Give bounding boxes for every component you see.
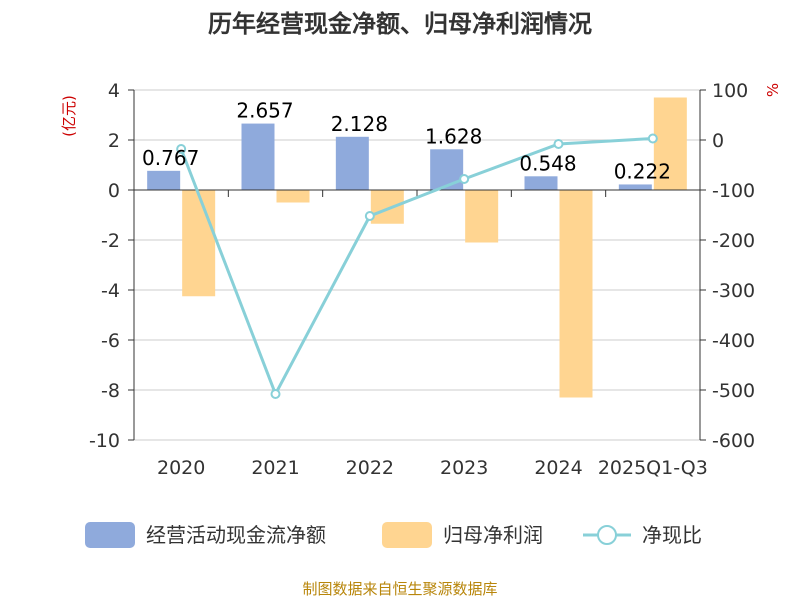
right-tick-label: -100: [712, 180, 755, 202]
ratio-line: [176, 133, 658, 399]
tick-labels: 4 2 0 -2 -4 -6 -8 -10 100 0 -100 -200 -300 -400 -500 -6…: [89, 80, 755, 479]
ratio-point: [270, 389, 281, 399]
bar-netprofit: [276, 190, 310, 203]
right-tick-label: -500: [712, 380, 755, 402]
grid: [134, 89, 700, 441]
category-label: 2025Q1-Q3: [598, 457, 708, 479]
ratio-line-path: [179, 137, 653, 398]
cashflow-data-label: 2.657: [236, 99, 293, 123]
ratio-point: [364, 211, 375, 221]
chart-title: 历年经营现金净额、归母净利润情况: [208, 10, 592, 38]
ratio-point: [459, 174, 470, 184]
bar-cashflow: [241, 123, 275, 190]
cashflow-data-label: 1.628: [425, 124, 482, 148]
left-axis-unit: (亿元): [60, 95, 78, 137]
bar-netprofit: [370, 190, 404, 224]
bar-netprofit: [182, 190, 216, 297]
ratio-point: [553, 139, 564, 149]
legend-label-ratio: 净现比: [642, 523, 702, 547]
cashflow-data-label: 2.128: [331, 112, 388, 136]
right-tick-label: -200: [712, 230, 755, 252]
legend[interactable]: 经营活动现金流净额 归母净利润 净现比: [85, 522, 702, 548]
category-label: 2024: [534, 457, 582, 479]
left-tick-label: -6: [101, 330, 120, 352]
category-label: 2020: [157, 457, 205, 479]
bar-cashflow: [147, 170, 181, 190]
source-note: 制图数据来自恒生聚源数据库: [302, 580, 497, 598]
category-label: 2021: [251, 457, 299, 479]
left-tick-label: -4: [101, 280, 120, 302]
right-tick-label: -300: [712, 280, 755, 302]
bar-netprofit: [559, 190, 593, 398]
left-tick-label: 0: [108, 180, 120, 202]
bar-cashflow: [335, 136, 369, 190]
left-tick-label: 2: [108, 130, 120, 152]
cashflow-data-label: 0.222: [614, 159, 671, 183]
bar-netprofit: [465, 190, 499, 243]
left-tick-label: -2: [101, 230, 120, 252]
bar-cashflow: [524, 176, 558, 190]
right-tick-label: -600: [712, 430, 755, 452]
legend-label-netprofit: 归母净利润: [443, 523, 543, 547]
left-tick-label: -10: [89, 430, 120, 452]
axes: [128, 89, 706, 441]
cashflow-data-label: 0.548: [519, 151, 576, 175]
bar-cashflow: [430, 149, 464, 190]
right-tick-label: 0: [712, 130, 724, 152]
category-label: 2023: [440, 457, 488, 479]
legend-swatch-ratio-marker: [597, 525, 617, 545]
right-tick-label: 100: [712, 80, 748, 102]
bar-cashflow: [618, 184, 652, 190]
legend-swatch-netprofit: [382, 522, 432, 548]
bar-netprofit: [653, 97, 687, 190]
bars: [147, 97, 687, 398]
cashflow-data-label: 0.767: [142, 146, 199, 170]
left-tick-label: 4: [108, 80, 120, 102]
right-tick-label: -400: [712, 330, 755, 352]
category-label: 2022: [346, 457, 394, 479]
data-labels: 0.767 2.657 2.128 1.628 0.548 0.222: [142, 99, 671, 184]
ratio-point: [176, 144, 187, 154]
legend-label-cashflow: 经营活动现金流净额: [146, 523, 326, 547]
left-tick-label: -8: [101, 380, 120, 402]
ratio-point: [647, 133, 658, 144]
right-axis-unit: %: [764, 83, 782, 97]
legend-swatch-cashflow: [85, 522, 135, 548]
